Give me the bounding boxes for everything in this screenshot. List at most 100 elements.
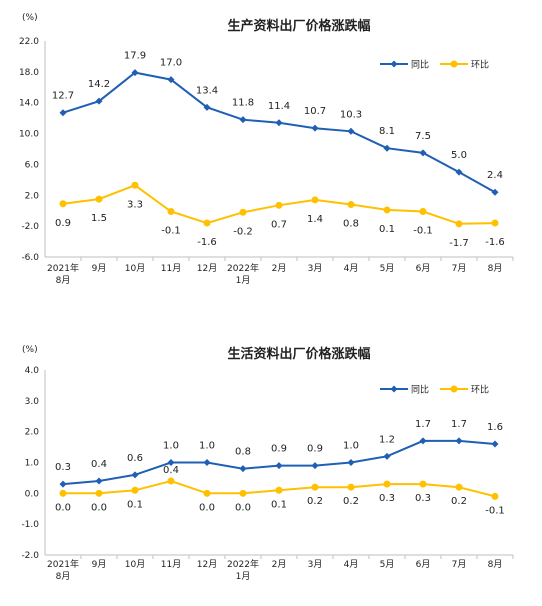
- data-point-marker: [239, 489, 247, 497]
- data-point-marker: [455, 437, 463, 445]
- legend-label: 环比: [471, 59, 489, 71]
- data-label: 0.1: [271, 499, 287, 510]
- data-point-marker: [131, 471, 139, 479]
- data-label: 0.0: [235, 502, 251, 513]
- data-point-marker: [383, 206, 391, 214]
- data-point-marker: [239, 465, 247, 473]
- data-label: -0.1: [485, 505, 505, 516]
- y-unit-label: (%): [22, 345, 38, 355]
- data-point-marker: [311, 462, 319, 470]
- data-point-marker: [59, 480, 67, 488]
- legend-marker: [390, 385, 398, 393]
- x-tick-label: 12月: [197, 263, 217, 274]
- data-point-marker: [131, 181, 139, 189]
- legend-marker: [450, 385, 458, 393]
- data-point-marker: [311, 196, 319, 204]
- x-tick-label: 7月: [452, 263, 467, 274]
- data-label: 0.0: [55, 502, 71, 513]
- y-tick-label: 4.0: [25, 366, 40, 376]
- legend-marker: [450, 60, 458, 68]
- data-label: 0.0: [91, 502, 107, 513]
- x-tick-label: 4月: [344, 559, 359, 570]
- data-label: 1.0: [199, 441, 215, 452]
- data-point-marker: [491, 219, 499, 227]
- data-point-marker: [167, 459, 175, 466]
- data-label: 0.4: [91, 459, 107, 470]
- x-tick-label: 11月: [161, 263, 181, 274]
- data-point-marker: [59, 109, 67, 117]
- legend-label: 同比: [411, 59, 429, 71]
- chart-title: 生产资料出厂价格涨跌幅: [227, 18, 370, 34]
- data-point-marker: [347, 459, 355, 466]
- y-tick-label: -2.0: [21, 551, 39, 561]
- x-tick-label: 8月: [488, 263, 503, 274]
- data-point-marker: [131, 486, 139, 494]
- legend-label: 同比: [411, 384, 429, 396]
- y-tick-label: 1.0: [25, 459, 40, 469]
- data-point-marker: [59, 489, 67, 497]
- data-point-marker: [167, 76, 175, 84]
- data-label: -1.7: [449, 238, 469, 249]
- x-tick-label: 8月: [56, 571, 71, 582]
- data-label: 2.4: [487, 170, 503, 181]
- x-tick-label: 12月: [197, 559, 217, 570]
- y-tick-label: 6.0: [25, 160, 40, 170]
- data-label: 11.4: [268, 101, 290, 112]
- data-label: 5.0: [451, 150, 467, 161]
- data-label: 0.3: [379, 493, 395, 504]
- data-point-marker: [239, 208, 247, 216]
- data-point-marker: [455, 483, 463, 491]
- data-label: 0.8: [343, 219, 359, 230]
- data-label: 1.4: [307, 214, 323, 225]
- data-label: 1.5: [91, 213, 107, 224]
- data-point-marker: [311, 124, 319, 132]
- x-tick-label: 3月: [308, 559, 323, 570]
- data-point-marker: [59, 200, 67, 208]
- data-label: 1.0: [163, 441, 179, 452]
- data-point-marker: [203, 103, 211, 111]
- data-point-marker: [203, 459, 211, 466]
- x-tick-label: 10月: [125, 559, 145, 570]
- data-point-marker: [95, 195, 103, 203]
- x-tick-label: 3月: [308, 263, 323, 274]
- data-label: 0.3: [55, 462, 71, 473]
- data-label: 0.2: [343, 496, 359, 507]
- y-tick-label: -6.0: [21, 253, 39, 263]
- data-point-marker: [167, 207, 175, 215]
- data-point-marker: [167, 477, 175, 485]
- data-label: 1.2: [379, 434, 395, 445]
- y-unit-label: (%): [22, 13, 38, 23]
- x-tick-label: 2022年: [227, 262, 259, 274]
- y-tick-label: 14.0: [19, 99, 39, 109]
- data-label: 0.3: [415, 493, 431, 504]
- data-point-marker: [419, 437, 427, 445]
- chart-consumer-goods: 生活资料出厂价格涨跌幅 (%) 4.0 3.0 2.0 1.0 0.0 -1.0 -2.0 202…: [21, 345, 514, 582]
- data-label: 7.5: [415, 131, 431, 142]
- data-point-marker: [95, 97, 103, 105]
- data-point-marker: [131, 69, 139, 77]
- data-label: -0.2: [233, 226, 253, 237]
- data-label: 0.9: [307, 444, 323, 455]
- y-tick-label: -1.0: [21, 520, 39, 530]
- x-tick-label: 2021年: [47, 558, 79, 570]
- y-tick-label: 0.0: [25, 489, 40, 499]
- data-point-marker: [347, 127, 355, 135]
- data-label: 0.2: [451, 496, 467, 507]
- data-label: 0.9: [55, 218, 71, 229]
- data-label: 1.7: [451, 419, 467, 430]
- data-point-marker: [203, 219, 211, 227]
- data-point-marker: [491, 492, 499, 500]
- data-label: 0.4: [163, 465, 179, 476]
- x-tick-label: 5月: [380, 559, 395, 570]
- y-tick-label: 10.0: [19, 130, 39, 140]
- x-tick-label: 4月: [344, 263, 359, 274]
- data-label: 14.2: [88, 79, 110, 90]
- data-label: 0.1: [379, 224, 395, 235]
- data-label: 17.9: [124, 51, 146, 62]
- x-tick-label: 10月: [125, 263, 145, 274]
- x-tick-label: 2月: [272, 263, 287, 274]
- data-label: 0.8: [235, 447, 251, 458]
- data-label: 17.0: [160, 58, 182, 69]
- y-tick-label: 2.0: [25, 191, 40, 201]
- data-point-marker: [383, 480, 391, 488]
